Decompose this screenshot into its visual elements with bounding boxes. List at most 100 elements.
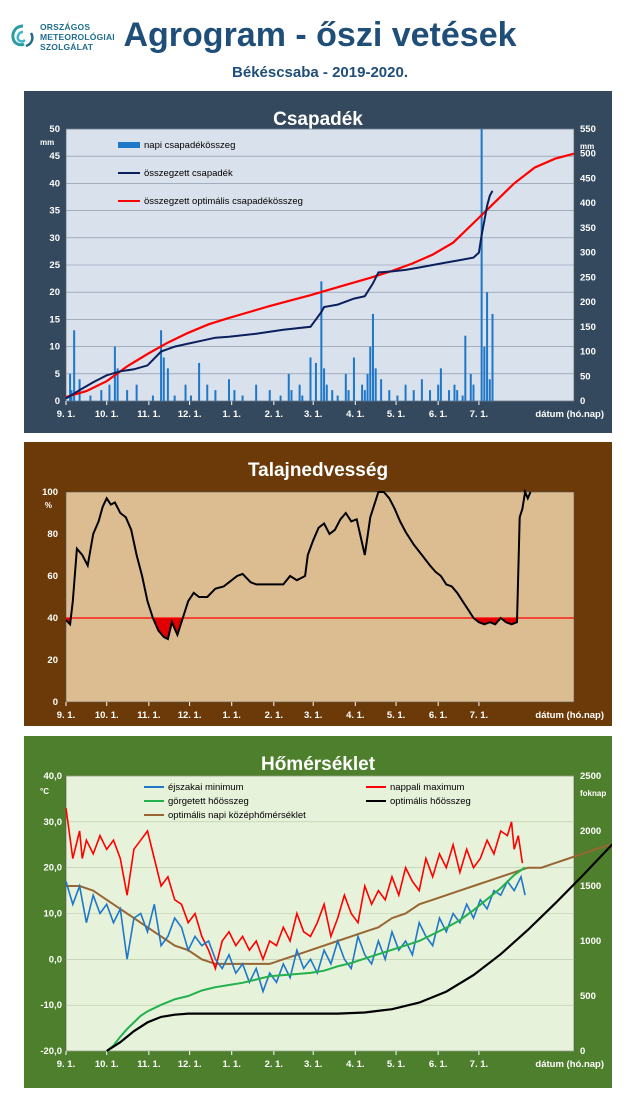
omsz-logo: ORSZÁGOS METEOROLÓGIAI SZOLGÁLAT <box>10 20 120 60</box>
y-left-tick-label: 35 <box>49 206 60 217</box>
precip-bar <box>331 390 334 401</box>
precip-bar <box>363 390 366 401</box>
legend-label-2: görgetett hőösszeg <box>168 796 249 807</box>
legend-label-0: éjszakai minimum <box>168 782 244 793</box>
y-right-tick-label: 250 <box>580 272 596 283</box>
y-right-tick-label: 0 <box>580 1046 585 1057</box>
x-tick-label: 10. 1. <box>95 710 119 721</box>
y-right-tick-label: 2500 <box>580 771 601 782</box>
precip-bar <box>279 395 282 401</box>
x-tick-label: 2. 1. <box>265 1059 284 1070</box>
precip-bar <box>412 390 415 401</box>
precip-bar <box>371 313 374 401</box>
precip-bar <box>352 357 355 401</box>
x-tick-label: 7. 1. <box>470 1059 489 1070</box>
precip-bar <box>301 395 304 401</box>
precip-bar <box>108 384 111 401</box>
legend-label-cumulative: összegzett csapadék <box>144 168 233 179</box>
x-tick-label: 11. 1. <box>137 710 160 721</box>
x-tick-label: 3. 1. <box>304 409 323 420</box>
precipitation-chart: Csapadék 9. 1. 10. 1. 11. 1. 12. 1. 1. 1. 2. 1… <box>40 109 604 420</box>
x-tick-label: 4. 1. <box>346 1059 365 1070</box>
precip-bar <box>233 390 236 401</box>
precip-bar <box>347 390 350 401</box>
chart-title: Hőmérséklet <box>261 754 376 775</box>
logo-line-3: SZOLGÁLAT <box>40 42 94 52</box>
soil-moisture-panel: Talajnedvesség 9. 1. 10. 1. 11. 1. 12. 1. 1. … <box>24 442 612 726</box>
y-right-tick-label: 50 <box>580 371 591 382</box>
precip-bar <box>255 384 258 401</box>
x-tick-label: 2. 1. <box>265 710 284 721</box>
precip-bar <box>160 330 163 401</box>
y-left-tick-label: 5 <box>55 369 61 380</box>
precip-bar <box>437 384 440 401</box>
page-subtitle: Békéscsaba - 2019-2020. <box>232 64 408 81</box>
x-axis-label: dátum (hó.nap) <box>535 409 604 420</box>
x-tick-label: 10. 1. <box>95 409 119 420</box>
y-left-tick-label: 30 <box>49 233 60 244</box>
precip-bar <box>429 390 432 401</box>
x-tick-label: 11. 1. <box>137 409 160 420</box>
x-tick-label: 4. 1. <box>346 710 365 721</box>
y-left-tick-label: 45 <box>49 151 60 162</box>
legend-label-3: optimális hőösszeg <box>390 796 471 807</box>
y-tick-label: 60 <box>47 571 58 582</box>
y-left-tick-label: 0 <box>55 396 60 407</box>
deficit-area <box>152 618 183 639</box>
y-left-tick-label: 30,0 <box>44 817 63 828</box>
precip-bar <box>491 313 494 401</box>
precip-bar <box>184 384 187 401</box>
x-tick-label: 5. 1. <box>387 409 406 420</box>
x-tick-label: 4. 1. <box>346 409 365 420</box>
x-tick-label: 5. 1. <box>387 1059 406 1070</box>
x-tick-label: 3. 1. <box>304 1059 323 1070</box>
y-unit: % <box>45 501 52 510</box>
y-left-tick-label: 40 <box>49 178 60 189</box>
legend-swatch-daily <box>118 142 140 148</box>
y-right-tick-label: 0 <box>580 396 585 407</box>
precip-bar <box>309 357 312 401</box>
precip-bar <box>464 335 467 401</box>
y-right-tick-label: 400 <box>580 198 596 209</box>
precip-bar <box>483 346 486 401</box>
precip-bar <box>287 373 290 401</box>
x-tick-label: 1. 1. <box>222 1059 241 1070</box>
y-left-tick-label: 20 <box>49 287 60 298</box>
legend-label-optimal: összegzett optimális csapadékösszeg <box>144 196 303 207</box>
precip-bar <box>116 368 119 401</box>
precip-bar <box>361 384 364 401</box>
y-right-tick-label: 150 <box>580 322 596 333</box>
precip-bar <box>369 346 372 401</box>
y-left-tick-label: -10,0 <box>40 1000 62 1011</box>
y-right-tick-label: 500 <box>580 149 596 160</box>
optimal-sum-line <box>106 815 640 1052</box>
precip-bar <box>396 395 399 401</box>
y-right-tick-label: 500 <box>580 991 596 1002</box>
x-tick-label: 1. 1. <box>222 710 241 721</box>
y-left-tick-label: 10,0 <box>44 909 63 920</box>
precip-bar <box>366 373 369 401</box>
x-tick-label: 12. 1. <box>178 1059 202 1070</box>
y-left-tick-label: 15 <box>49 314 60 325</box>
y-left-tick-label: 20,0 <box>44 863 63 874</box>
y-right-tick-label: 1000 <box>580 936 601 947</box>
precip-bar <box>488 379 491 401</box>
precip-bar <box>298 384 301 401</box>
precip-bar <box>472 384 475 401</box>
precip-bar <box>89 395 92 401</box>
soil-moisture-line <box>65 488 532 641</box>
precip-bar <box>135 384 138 401</box>
legend-label-4: optimális napi középhőmérséklet <box>168 810 306 821</box>
x-tick-label: 12. 1. <box>178 710 202 721</box>
x-axis-label: dátum (hó.nap) <box>535 710 604 721</box>
precip-bar <box>189 395 192 401</box>
precip-bar <box>336 395 339 401</box>
precip-bar <box>151 395 154 401</box>
precip-bar <box>486 292 489 401</box>
soil-moisture-chart: Talajnedvesség 9. 1. 10. 1. 11. 1. 12. 1. 1. … <box>42 460 604 721</box>
chart-title: Csapadék <box>273 109 363 130</box>
y-right-tick-label: 2000 <box>580 826 601 837</box>
optimal-cumulative-line <box>65 152 575 399</box>
y-left-tick-label: 40,0 <box>44 771 63 782</box>
precip-bar <box>323 368 326 401</box>
